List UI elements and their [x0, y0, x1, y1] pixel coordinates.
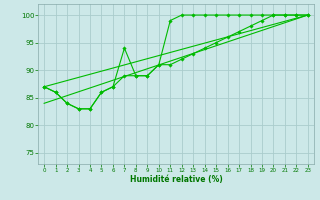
X-axis label: Humidité relative (%): Humidité relative (%) [130, 175, 222, 184]
